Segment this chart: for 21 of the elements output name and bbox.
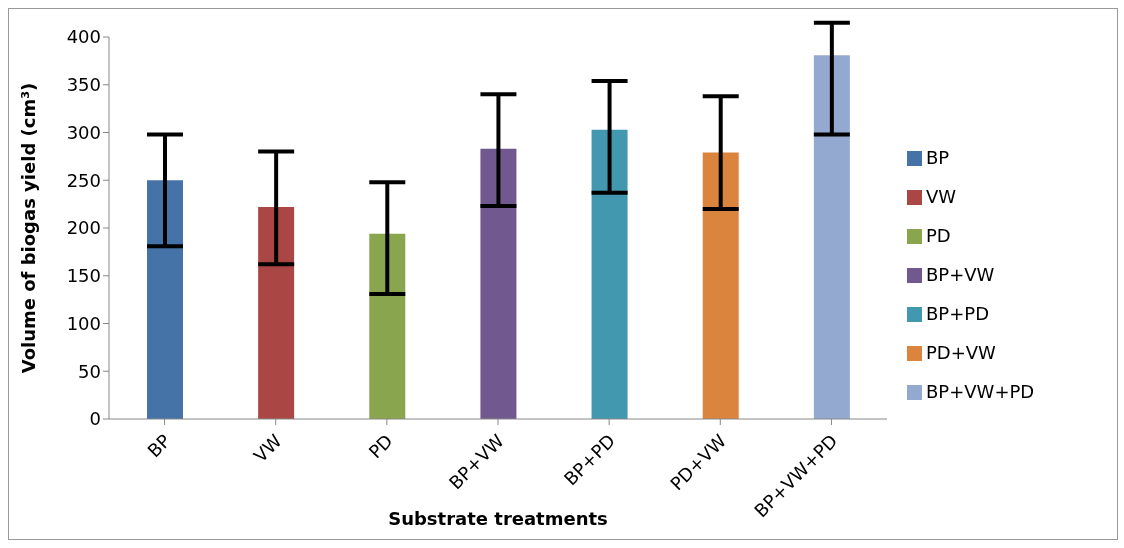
y-tick-label: 0 bbox=[89, 408, 101, 430]
legend-label: VW bbox=[926, 185, 957, 207]
x-tick-label: VW bbox=[249, 429, 286, 467]
y-tick-label: 200 bbox=[66, 217, 101, 239]
x-axis-title: Substrate treatments bbox=[388, 508, 608, 529]
y-axis-title: Volume of biogas yield (cm³) bbox=[18, 82, 40, 374]
legend-label: PD+VW bbox=[926, 341, 996, 363]
legend-label: PD bbox=[926, 224, 951, 246]
legend-label: BP+VW+PD bbox=[926, 380, 1035, 402]
x-tick-label: BP bbox=[143, 429, 175, 462]
legend-label: BP bbox=[926, 146, 950, 168]
y-tick-label: 350 bbox=[66, 74, 101, 96]
y-tick-label: 300 bbox=[66, 121, 101, 143]
y-tick-label: 250 bbox=[66, 169, 101, 191]
y-tick-label: 100 bbox=[66, 312, 101, 334]
y-tick-label: 400 bbox=[66, 26, 101, 48]
x-tick-label: PD bbox=[364, 430, 397, 463]
y-tick-label: 50 bbox=[78, 360, 101, 382]
legend-label: BP+VW bbox=[926, 263, 995, 285]
y-tick-label: 150 bbox=[66, 265, 101, 287]
legend-label: BP+PD bbox=[926, 302, 989, 324]
